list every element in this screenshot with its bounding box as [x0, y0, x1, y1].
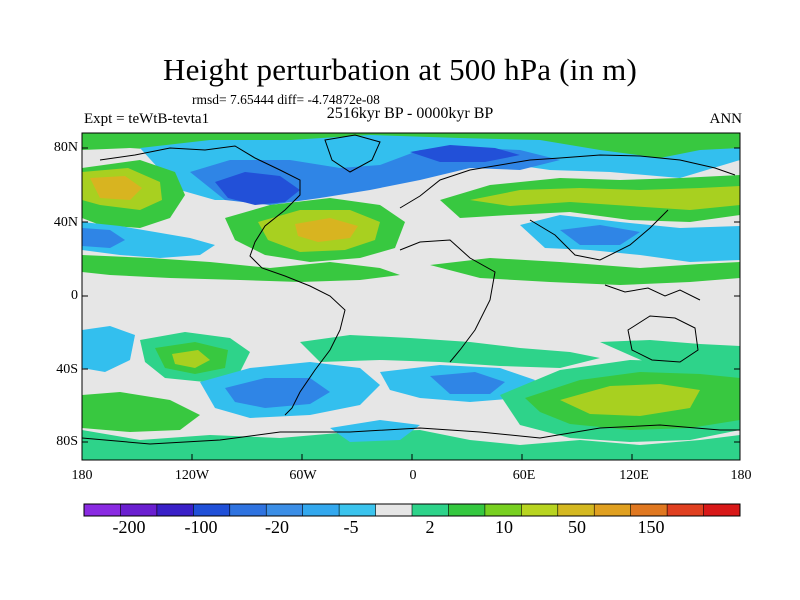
colorbar-box [120, 504, 158, 516]
lon-label-120w: 120W [174, 468, 210, 483]
atlantic-ridge-core [295, 218, 358, 242]
contour-field [82, 133, 740, 460]
lon-label-180e: 180 [730, 468, 752, 483]
south-america-coast [284, 279, 346, 416]
colorbar-label-neg100: -100 [184, 517, 218, 537]
south-ocean-ridge-core [560, 384, 700, 416]
colorbar-box [703, 504, 741, 516]
europe-coast [399, 154, 736, 209]
colorbar-box [448, 504, 486, 516]
colorbar-box [266, 504, 304, 516]
australia-coast [627, 315, 699, 363]
colorbar-box [557, 504, 595, 516]
eurasia-ridge-yellow [470, 186, 740, 210]
south-indian-trough-core [430, 372, 505, 394]
antarctic-band-east [82, 430, 740, 460]
colorbar-label-neg20: -20 [265, 517, 289, 537]
lat-label-40s: 40S [56, 362, 78, 377]
lon-label-60w: 60W [289, 468, 317, 483]
south-pacific-ridge-core [172, 350, 210, 368]
africa-coast [399, 239, 496, 363]
australia-band [600, 340, 740, 368]
coastlines [82, 134, 740, 445]
colorbar-label-2: 2 [425, 517, 435, 537]
lat-label-0: 0 [71, 288, 78, 303]
colorbar-label-neg200: -200 [112, 517, 146, 537]
period-label: 2516kyr BP - 0000kyr BP [326, 105, 494, 122]
colorbar-frame [83, 503, 741, 517]
axis-ticks [82, 147, 740, 460]
north-america-coast [99, 145, 301, 281]
lon-label-60e: 60E [512, 468, 536, 483]
north-america-low [215, 172, 300, 205]
pacific-ridge-core [90, 176, 142, 200]
tropical-band-east [430, 258, 740, 285]
colorbar-box [630, 504, 668, 516]
colorbar-box [229, 504, 267, 516]
asia-trough-core [560, 225, 640, 245]
colorbar-box [484, 504, 522, 516]
season-label: ANN [709, 111, 743, 127]
lon-label-0: 0 [409, 468, 417, 483]
pacific-trough [82, 222, 215, 258]
colorbar-box [412, 504, 449, 516]
colorbar [83, 503, 741, 517]
statistics-text: rmsd= 7.65444 diff= -4.74872e-08 [192, 92, 380, 107]
south-pacific-trough [82, 326, 135, 372]
asia-coast [529, 209, 669, 261]
map-title: Height perturbation at 500 hPa (in m) [162, 52, 638, 87]
colorbar-box [375, 504, 413, 516]
lat-label-40n: 40N [53, 215, 78, 230]
south-indian-band [300, 335, 600, 368]
colorbar-box [339, 504, 377, 516]
colorbar-box [302, 504, 340, 516]
colorbar-label-50: 50 [568, 517, 586, 537]
colorbar-label-10: 10 [495, 517, 513, 537]
colorbar-box [156, 504, 194, 516]
antarctic-band-west [82, 392, 200, 432]
antarctica-coast [82, 424, 740, 445]
colorbar-label-neg5: -5 [343, 517, 359, 537]
lat-label-80n: 80N [53, 140, 78, 155]
pacific-trough-core [82, 228, 125, 248]
colorbar-label-150: 150 [637, 517, 665, 537]
lon-label-120e: 120E [619, 468, 649, 483]
south-atlantic-trough-core [225, 378, 330, 408]
greenland-coast [324, 134, 381, 173]
colorbar-box [84, 504, 121, 516]
experiment-label: Expt = teWtB-tevta1 [84, 111, 210, 127]
colorbar-box [667, 504, 705, 516]
colorbar-box [594, 504, 632, 516]
colorbar-box [521, 504, 559, 516]
lon-label-180w: 180 [71, 468, 93, 483]
arctic-low [410, 145, 520, 162]
lat-label-80s: 80S [56, 434, 78, 449]
tropical-band-west [82, 255, 400, 282]
maritime-continent-coast [604, 284, 701, 301]
colorbar-box [193, 504, 231, 516]
